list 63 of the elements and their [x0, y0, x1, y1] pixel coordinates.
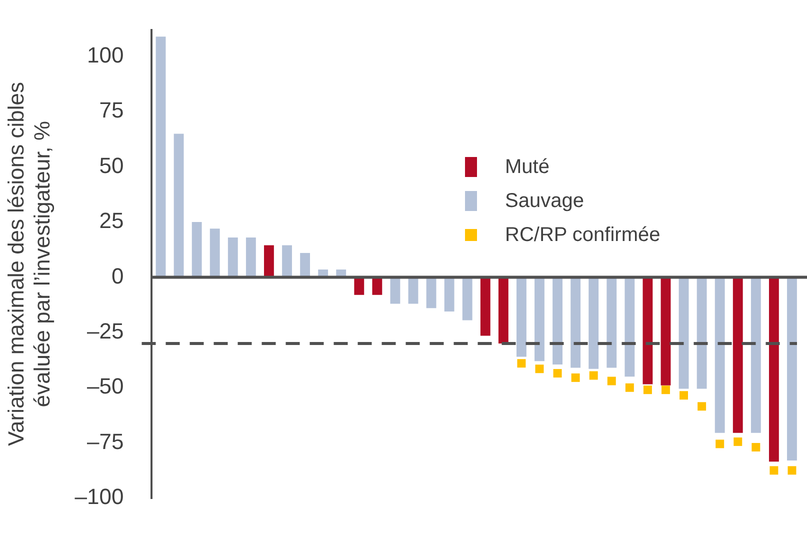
point: [607, 376, 616, 386]
point: [716, 440, 724, 448]
bar: [642, 277, 653, 384]
bar: [534, 277, 544, 362]
bar: [264, 245, 274, 278]
bar: [228, 238, 238, 278]
point: [571, 373, 580, 382]
bar: [660, 277, 671, 386]
bar: [372, 277, 382, 295]
legend-label: Sauvage: [505, 190, 584, 212]
bar: [714, 277, 725, 433]
point: [770, 466, 778, 475]
bar: [696, 277, 707, 389]
bar: [768, 277, 779, 462]
bar: [156, 36, 166, 278]
y-tick-label: 75: [99, 98, 124, 123]
bar: [210, 228, 220, 278]
bar: [787, 277, 797, 460]
bar: [624, 277, 635, 377]
y-tick-label: –75: [87, 428, 124, 454]
point: [734, 437, 742, 446]
legend-label: Muté: [505, 156, 550, 178]
bar: [300, 252, 310, 278]
bar: [516, 277, 526, 357]
point: [553, 369, 562, 378]
point: [680, 391, 688, 400]
bar: [498, 277, 508, 344]
bar: [354, 277, 364, 295]
bar: [570, 277, 581, 368]
point: [517, 359, 526, 368]
y-tick-label: 25: [99, 208, 124, 234]
y-tick-label: 50: [99, 152, 124, 178]
bar: [552, 277, 562, 364]
point: [643, 386, 652, 394]
point: [589, 371, 598, 380]
bar: [480, 277, 490, 336]
point: [535, 364, 544, 374]
bar: [246, 238, 256, 278]
point: [698, 402, 706, 411]
y-axis-title: Variation maximale des lésions cibles évaluée par l’investigateur, %: [3, 82, 55, 446]
bar: [174, 134, 184, 278]
bar: [732, 277, 743, 433]
bar: [606, 277, 617, 368]
bar: [678, 277, 689, 389]
y-tick-label: 0: [111, 263, 124, 288]
point: [661, 386, 670, 394]
point: [625, 383, 634, 392]
point: [788, 466, 796, 475]
point: [752, 442, 760, 452]
bar: [750, 277, 761, 433]
bar: [588, 277, 599, 369]
bar: [444, 277, 454, 312]
legend-label: RC/RP confirmée: [505, 224, 660, 246]
bar: [282, 245, 292, 278]
bar: [426, 277, 436, 308]
y-tick-label: –50: [87, 374, 124, 399]
bar: [390, 277, 400, 304]
bar: [462, 277, 472, 320]
bar: [192, 222, 202, 278]
y-tick-label: 100: [87, 42, 124, 68]
y-tick-label: –25: [87, 318, 124, 344]
y-tick-label: –100: [74, 484, 124, 510]
bar: [408, 277, 418, 304]
